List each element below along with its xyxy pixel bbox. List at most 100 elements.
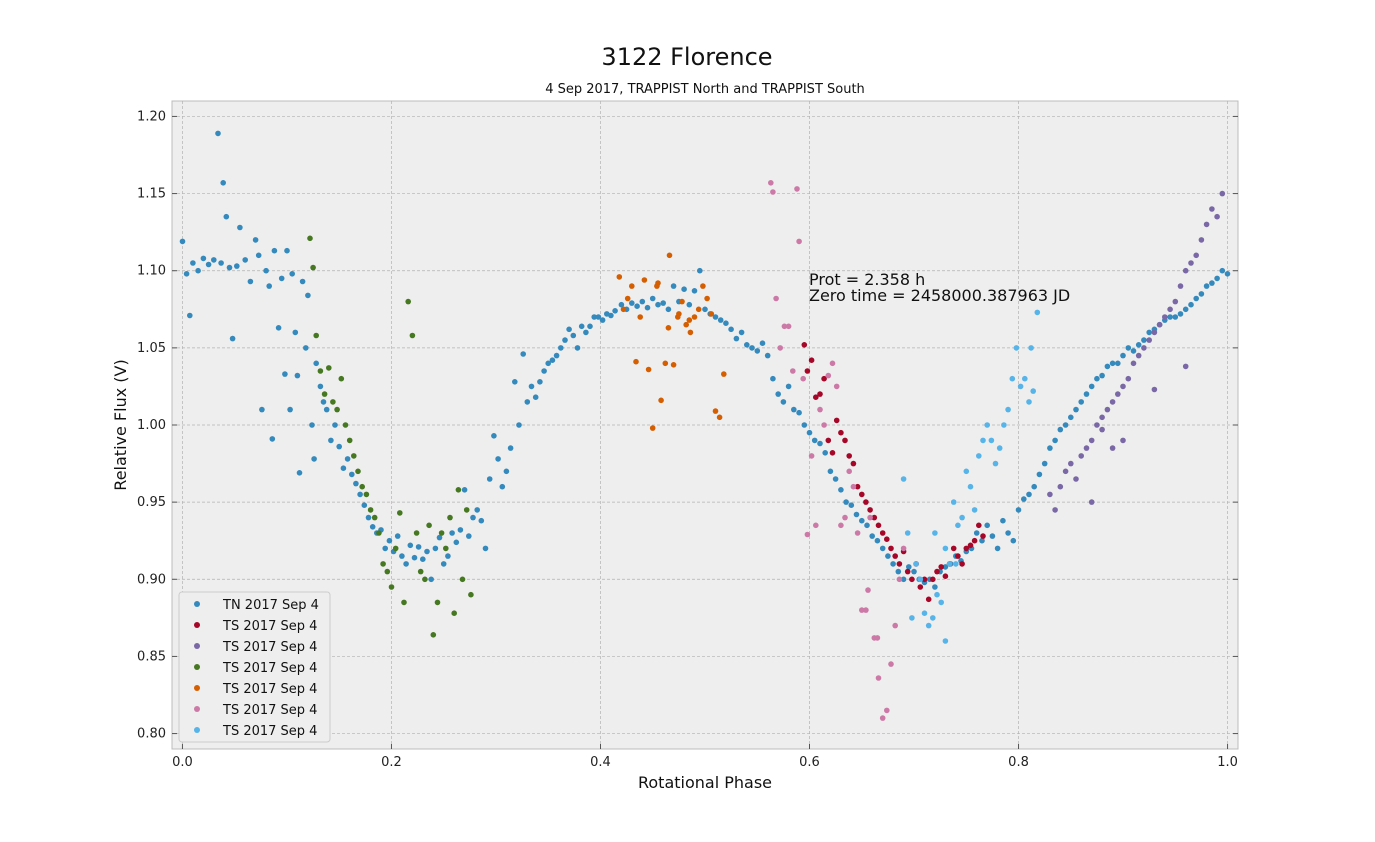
data-point: [909, 576, 915, 583]
data-point: [422, 576, 428, 583]
data-point: [900, 545, 907, 552]
data-point: [338, 375, 345, 382]
data-point: [942, 638, 949, 644]
data-point: [1088, 499, 1095, 505]
data-point: [780, 399, 787, 405]
data-point: [215, 130, 221, 137]
data-point: [482, 545, 489, 552]
data-point: [1156, 321, 1163, 328]
data-point: [832, 476, 839, 482]
data-point: [255, 252, 262, 259]
data-point: [721, 371, 727, 377]
data-point: [1068, 414, 1074, 421]
data-point: [817, 391, 823, 397]
data-point: [459, 576, 466, 583]
data-point: [1078, 453, 1084, 459]
data-point: [716, 414, 723, 421]
data-point: [934, 591, 940, 598]
data-point: [888, 661, 894, 667]
data-point: [1099, 426, 1105, 433]
data-point: [1099, 372, 1105, 379]
data-point: [1115, 360, 1121, 367]
legend-marker: [194, 622, 200, 628]
legend-entry: TS 2017 Sep 4: [222, 640, 317, 655]
data-point: [1198, 291, 1205, 297]
data-point: [380, 561, 386, 567]
data-point: [770, 375, 776, 382]
x-tick-label: 0.0: [172, 755, 193, 770]
data-point: [686, 301, 693, 308]
data-point: [190, 260, 196, 266]
data-point: [854, 483, 861, 490]
data-point: [1052, 437, 1058, 444]
data-point: [996, 445, 1003, 451]
data-point: [863, 607, 869, 613]
data-point: [1151, 329, 1158, 336]
legend-marker: [194, 685, 200, 691]
data-point: [1120, 383, 1126, 390]
data-point: [850, 460, 857, 467]
data-point: [223, 213, 230, 220]
data-point: [394, 533, 401, 539]
data-point: [503, 468, 510, 475]
data-point: [829, 450, 836, 456]
data-point: [428, 576, 435, 583]
data-point: [187, 312, 193, 319]
y-tick-label: 0.95: [137, 495, 166, 510]
data-point: [413, 530, 420, 536]
data-point: [909, 615, 915, 621]
data-point: [612, 308, 618, 314]
data-point: [976, 453, 982, 459]
data-point: [900, 576, 907, 583]
data-point: [879, 545, 886, 552]
data-point: [405, 298, 412, 305]
data-point: [796, 238, 802, 245]
data-point: [259, 406, 265, 413]
data-point: [867, 514, 873, 521]
data-point: [700, 283, 706, 289]
data-point: [865, 587, 871, 593]
data-point: [775, 391, 781, 397]
legend-marker: [194, 727, 200, 733]
data-point: [822, 450, 828, 456]
data-point: [859, 491, 865, 498]
legend-marker: [194, 706, 200, 712]
data-point: [892, 553, 898, 559]
data-point: [1078, 399, 1084, 405]
data-point: [959, 561, 965, 567]
data-point: [1109, 445, 1116, 451]
data-point: [1047, 445, 1053, 451]
data-point: [1203, 221, 1210, 228]
data-point: [1104, 363, 1111, 370]
data-point: [649, 295, 656, 302]
data-point: [992, 460, 999, 467]
data-point: [864, 522, 870, 529]
data-point: [934, 568, 940, 575]
data-point: [838, 429, 844, 436]
data-point: [777, 345, 783, 351]
data-point: [666, 252, 673, 259]
data-point: [988, 437, 995, 444]
data-point: [415, 544, 422, 550]
data-point: [670, 283, 677, 289]
data-point: [859, 517, 865, 524]
data-point: [1219, 267, 1226, 274]
data-point: [447, 514, 453, 521]
data-point: [989, 533, 996, 539]
data-point: [942, 573, 949, 579]
data-point: [649, 425, 656, 431]
data-point: [426, 522, 432, 529]
data-point: [453, 539, 460, 546]
data-point: [932, 530, 938, 536]
data-point: [1094, 422, 1100, 428]
data-point: [825, 372, 832, 379]
data-point: [994, 545, 1001, 552]
data-point: [486, 476, 493, 482]
data-point: [885, 553, 891, 559]
data-point: [921, 610, 928, 616]
series-3: [307, 235, 474, 638]
data-point: [917, 576, 924, 583]
data-point: [310, 264, 316, 271]
data-point: [754, 348, 761, 354]
